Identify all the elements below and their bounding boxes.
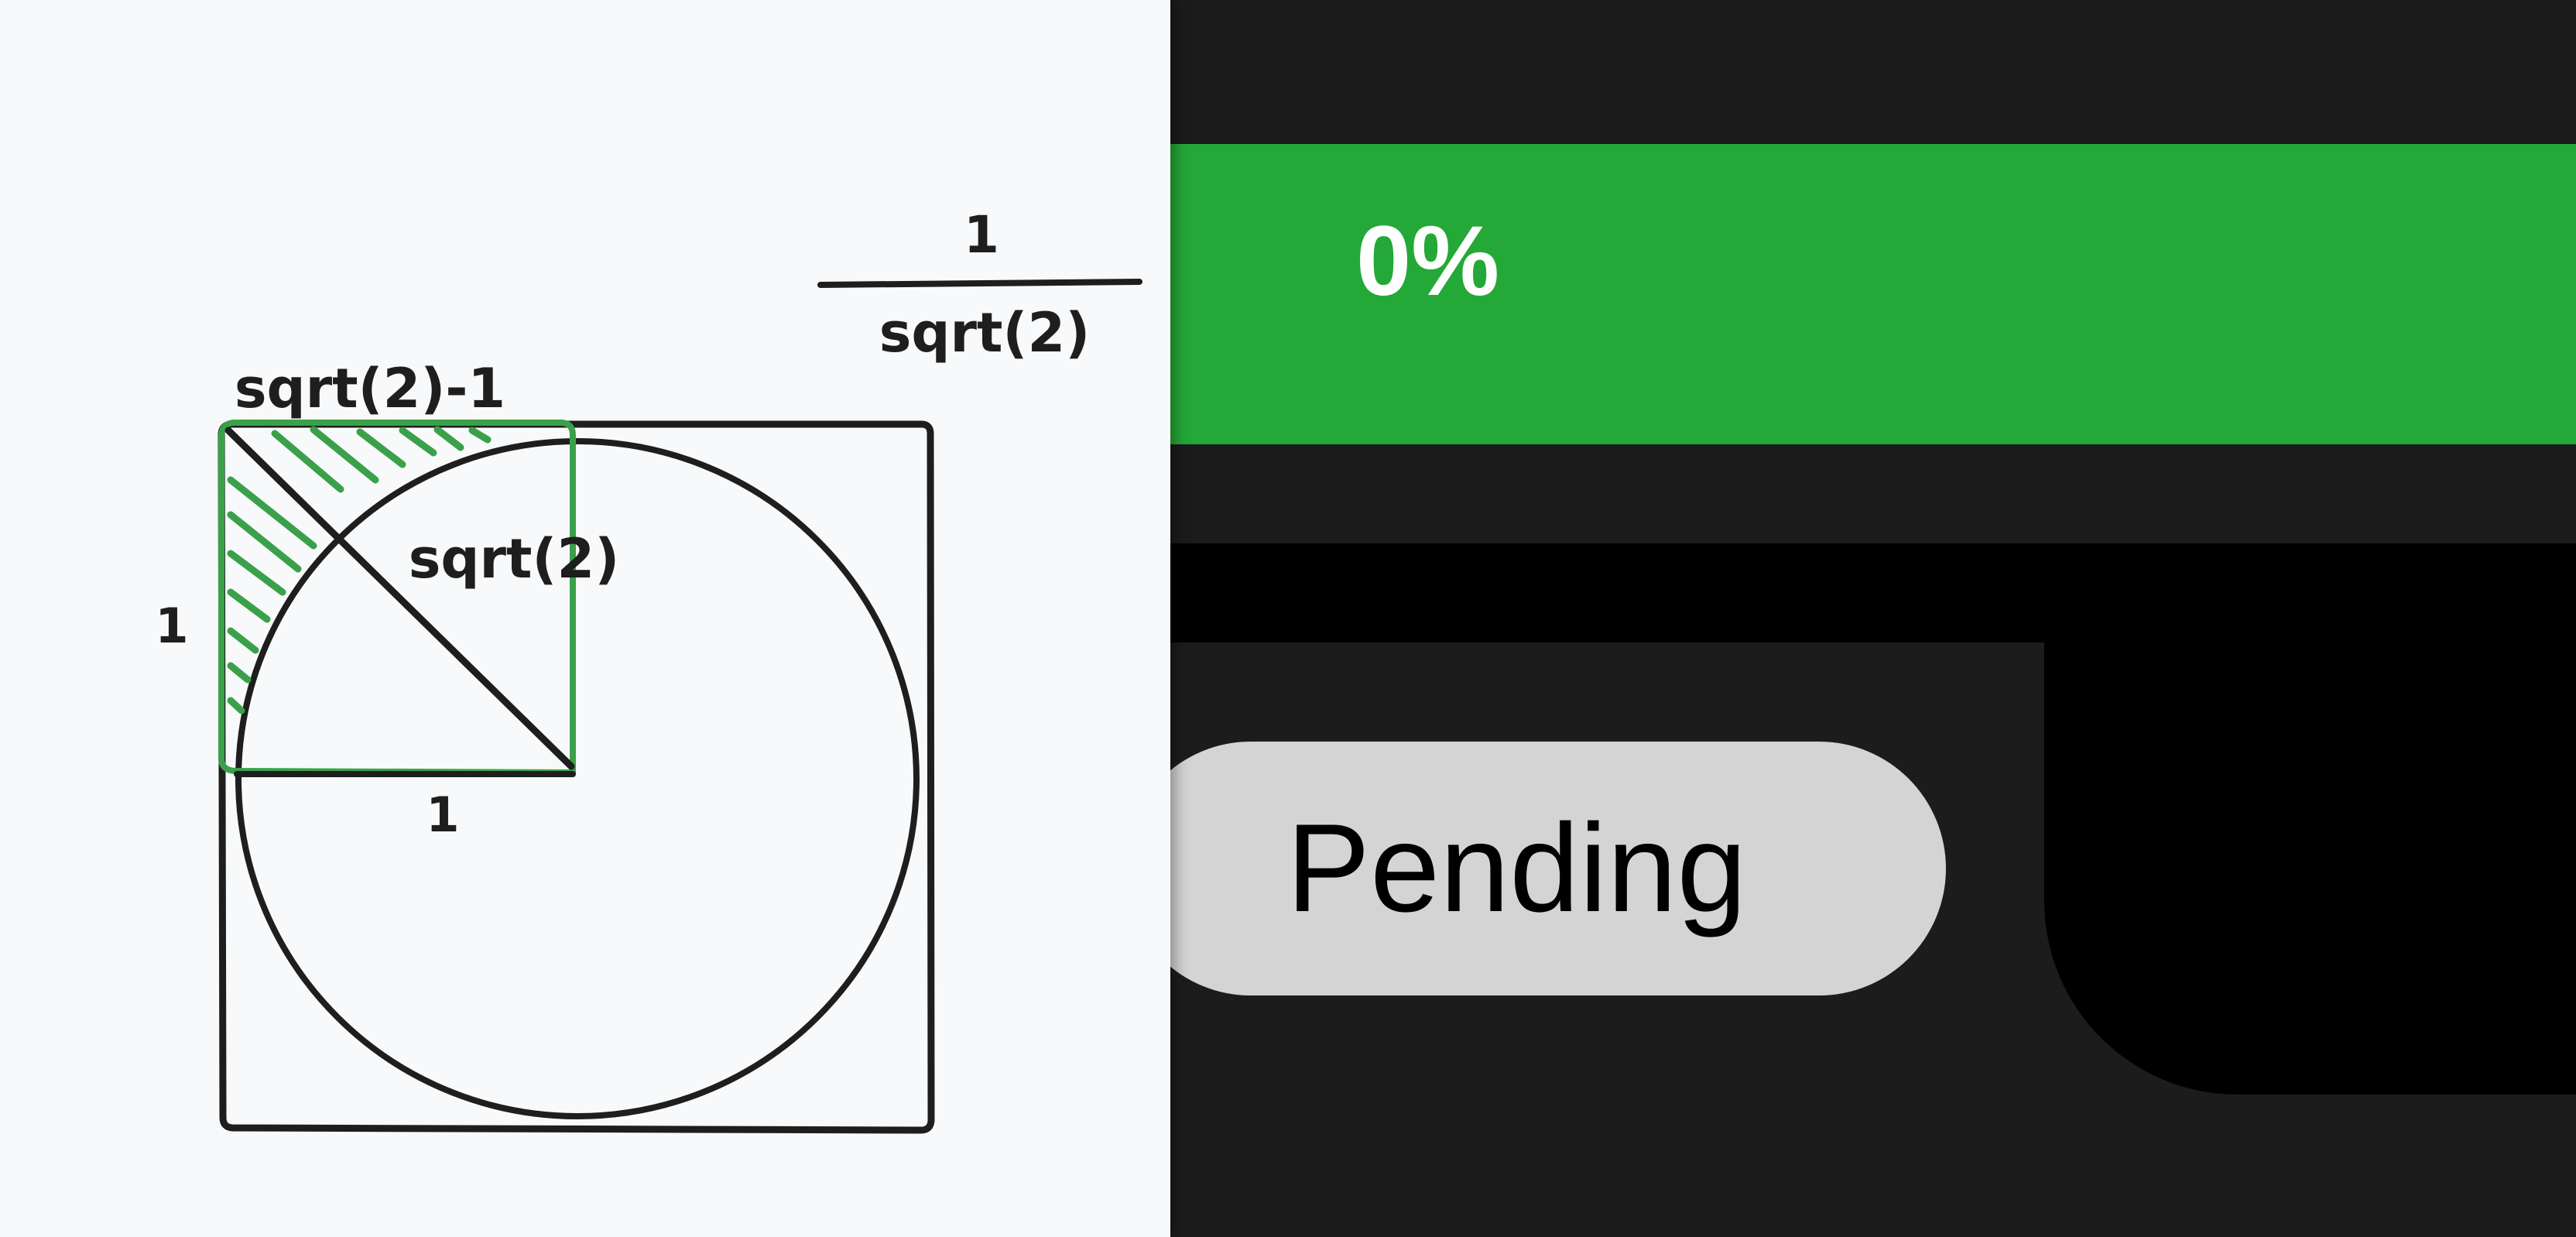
top-edge-label: sqrt(2)-1	[235, 357, 505, 420]
status-card-cutout	[2044, 642, 2576, 1095]
progress-percentage: 0%	[1356, 206, 1499, 317]
progress-bar: 0%	[1170, 144, 2576, 444]
app-panel: 0% Pending	[1170, 0, 2576, 1237]
geometry-sketch: 1 sqrt(2) sqrt(2)-1 sqrt(2) 1 1	[155, 205, 1142, 1134]
whiteboard-canvas[interactable]: 1 sqrt(2) sqrt(2)-1 sqrt(2) 1 1	[0, 0, 1170, 1237]
status-badge[interactable]: Pending	[1170, 742, 1946, 995]
status-badge-label: Pending	[1286, 798, 1747, 938]
highlight-square	[218, 420, 576, 776]
fraction-bar	[817, 279, 1142, 288]
fraction-denominator: sqrt(2)	[879, 301, 1090, 365]
left-edge-label: 1	[155, 598, 188, 654]
diagonal-line	[224, 427, 575, 770]
hatch-marks	[227, 426, 492, 714]
separator-band	[1170, 543, 2576, 642]
fraction-numerator: 1	[964, 205, 999, 265]
bottom-edge-label: 1	[426, 786, 459, 843]
diagonal-label: sqrt(2)	[409, 527, 619, 591]
inscribed-circle	[235, 438, 920, 1119]
